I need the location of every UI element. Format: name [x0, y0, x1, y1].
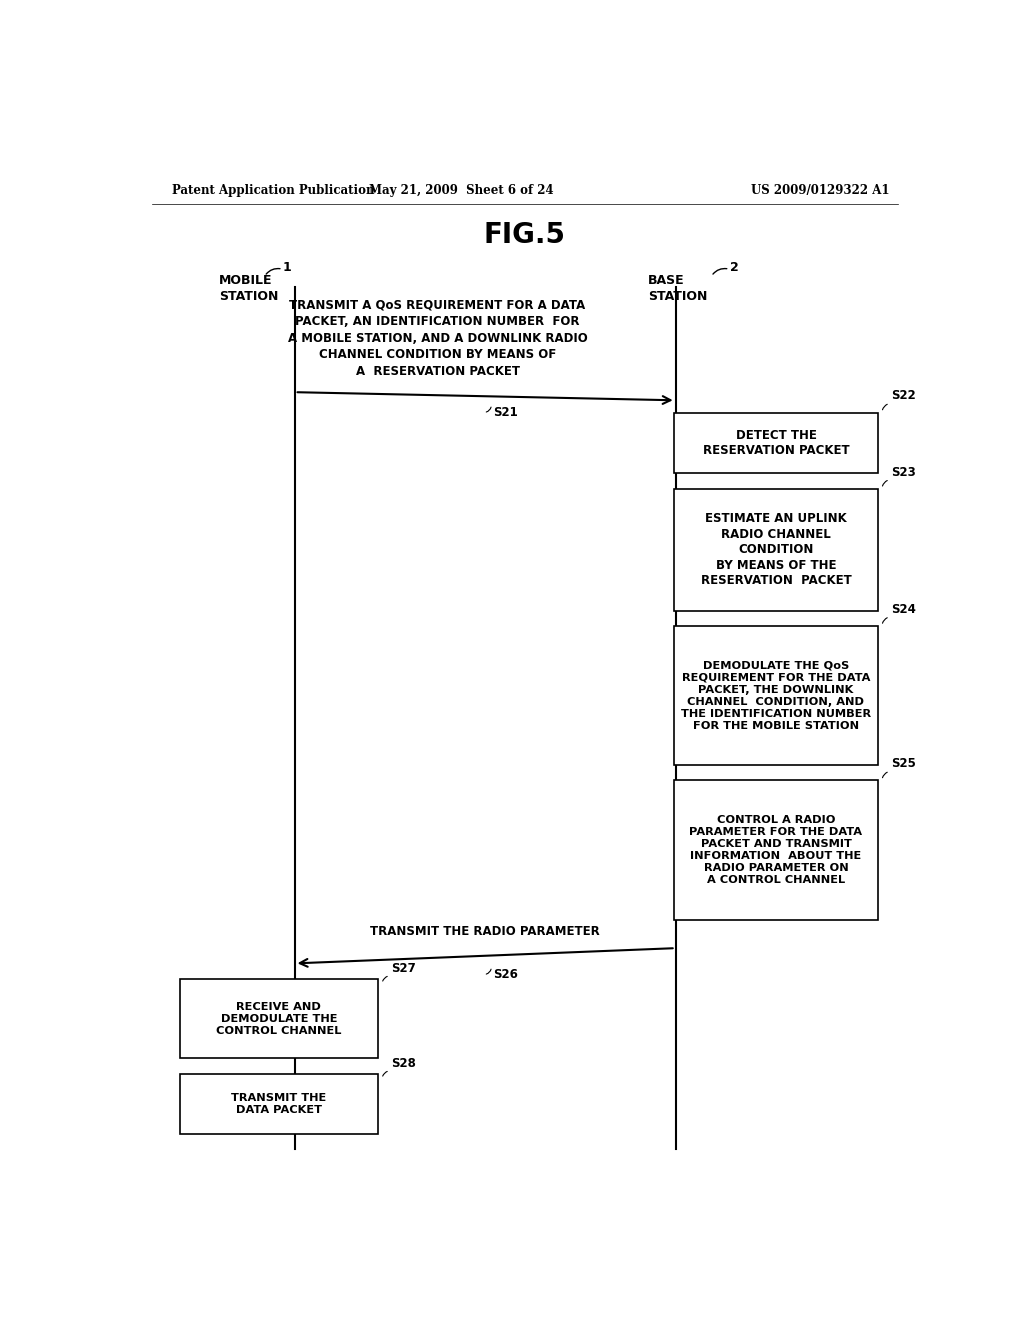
- Text: S22: S22: [892, 389, 916, 403]
- Text: DEMODULATE THE QoS
REQUIREMENT FOR THE DATA
PACKET, THE DOWNLINK
CHANNEL  CONDIT: DEMODULATE THE QoS REQUIREMENT FOR THE D…: [681, 660, 871, 730]
- Text: S24: S24: [892, 603, 916, 616]
- Text: 2: 2: [729, 260, 738, 273]
- Text: TRANSMIT A QoS REQUIREMENT FOR A DATA
PACKET, AN IDENTIFICATION NUMBER  FOR
A MO: TRANSMIT A QoS REQUIREMENT FOR A DATA PA…: [288, 298, 588, 378]
- Bar: [674, 413, 878, 474]
- Text: CONTROL A RADIO
PARAMETER FOR THE DATA
PACKET AND TRANSMIT
INFORMATION  ABOUT TH: CONTROL A RADIO PARAMETER FOR THE DATA P…: [689, 814, 862, 886]
- Text: May 21, 2009  Sheet 6 of 24: May 21, 2009 Sheet 6 of 24: [369, 185, 554, 198]
- Text: 1: 1: [283, 260, 292, 273]
- Text: TRANSMIT THE
DATA PACKET: TRANSMIT THE DATA PACKET: [231, 1093, 327, 1114]
- Bar: [674, 488, 878, 611]
- Text: DETECT THE
RESERVATION PACKET: DETECT THE RESERVATION PACKET: [702, 429, 849, 457]
- Bar: [179, 978, 378, 1059]
- Text: S26: S26: [494, 969, 518, 982]
- Text: TRANSMIT THE RADIO PARAMETER: TRANSMIT THE RADIO PARAMETER: [371, 925, 600, 939]
- Text: US 2009/0129322 A1: US 2009/0129322 A1: [752, 185, 890, 198]
- Text: Patent Application Publication: Patent Application Publication: [172, 185, 374, 198]
- Text: S25: S25: [892, 758, 916, 771]
- Text: BASE
STATION: BASE STATION: [648, 275, 708, 304]
- Text: S23: S23: [892, 466, 916, 479]
- Text: S27: S27: [391, 961, 416, 974]
- Text: ESTIMATE AN UPLINK
RADIO CHANNEL
CONDITION
BY MEANS OF THE
RESERVATION  PACKET: ESTIMATE AN UPLINK RADIO CHANNEL CONDITI…: [700, 512, 851, 587]
- Text: S21: S21: [494, 407, 518, 420]
- Text: S28: S28: [391, 1056, 417, 1069]
- Bar: [674, 780, 878, 920]
- Text: FIG.5: FIG.5: [483, 220, 566, 248]
- Text: RECEIVE AND
DEMODULATE THE
CONTROL CHANNEL: RECEIVE AND DEMODULATE THE CONTROL CHANN…: [216, 1002, 341, 1035]
- Bar: [674, 626, 878, 766]
- Bar: [179, 1073, 378, 1134]
- Text: MOBILE
STATION: MOBILE STATION: [219, 275, 279, 304]
